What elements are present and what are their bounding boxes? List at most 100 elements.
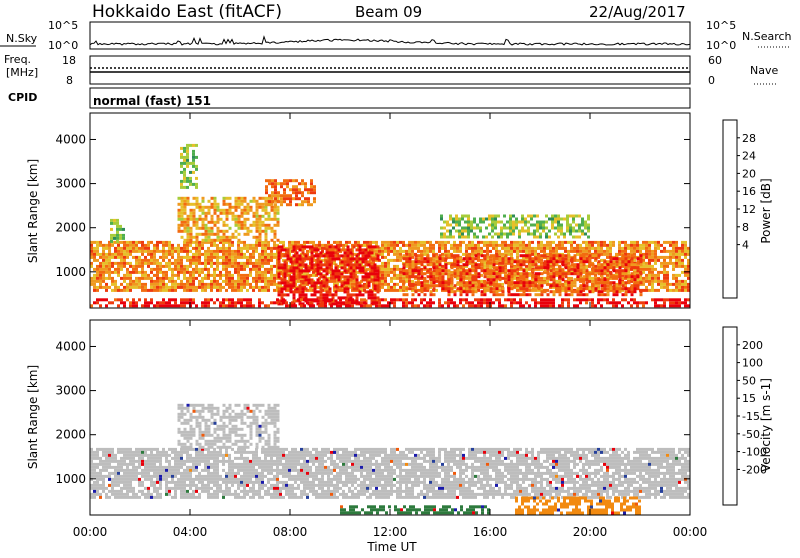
heatmap-cell [528,247,531,250]
heatmap-cell [387,259,390,262]
heatmap-cell [150,250,153,253]
heatmap-cell [595,257,598,260]
heatmap-cell [591,298,594,301]
heatmap-cell [651,274,654,277]
heatmap-cell [321,247,324,250]
heatmap-cell [402,277,405,280]
heatmap-cell [684,250,687,253]
heatmap-cell [509,227,512,230]
heatmap-cell [519,241,522,244]
heatmap-cell [205,218,208,221]
heatmap-cell [439,272,442,275]
heatmap-cell [378,304,381,307]
heatmap-cell [459,244,462,247]
heatmap-cell [487,281,490,284]
heatmap-cell [534,298,537,301]
heatmap-cell [463,275,466,278]
heatmap-cell [222,280,225,283]
heatmap-cell [207,271,210,274]
heatmap-cell [217,218,220,221]
heatmap-cell [153,274,156,277]
heatmap-cell [216,256,219,259]
heatmap-cell [234,262,237,265]
heatmap-cell [211,206,214,209]
heatmap-cell [222,268,225,271]
heatmap-cell [168,262,171,265]
heatmap-cell [580,287,583,290]
heatmap-cell [625,275,628,278]
heatmap-cell [494,233,497,236]
heatmap-cell [489,241,492,244]
heatmap-cell [585,298,588,301]
heatmap-cell [553,275,556,278]
heatmap-cell [616,293,619,296]
heatmap-cell [356,281,359,284]
heatmap-cell [552,250,555,253]
heatmap-cell [93,268,96,271]
heatmap-cell [622,293,625,296]
heatmap-cell [555,250,558,253]
heatmap-cell [273,289,276,292]
heatmap-cell [666,250,669,253]
heatmap-cell [601,263,604,266]
heatmap-cell [96,478,99,481]
heatmap-cell [518,233,521,236]
heatmap-cell [463,257,466,260]
heatmap-cell [217,230,220,233]
heatmap-cell [411,280,414,283]
heatmap-cell [306,250,309,253]
heatmap-cell [290,266,293,269]
heatmap-cell [406,257,409,260]
heatmap-cell [442,269,445,272]
heatmap-cell [289,197,292,200]
heatmap-cell [198,283,201,286]
heatmap-cell [225,274,228,277]
heatmap-cell [678,283,681,286]
heatmap-cell [96,244,99,247]
heatmap-cell [271,200,274,203]
heatmap-cell [201,271,204,274]
heatmap-cell [222,262,225,265]
heatmap-cell [559,293,562,296]
heatmap-cell [219,277,222,280]
heatmap-cell [421,257,424,260]
heatmap-cell [126,298,129,301]
heatmap-cell [426,304,429,307]
heatmap-cell [202,197,205,200]
heatmap-cell [609,253,612,256]
heatmap-cell [460,278,463,281]
heatmap-cell [277,209,280,212]
heatmap-cell [335,272,338,275]
heatmap-cell [317,257,320,260]
heatmap-cell [210,250,213,253]
heatmap-cell [532,260,535,263]
heatmap-cell [622,269,625,272]
heatmap-cell [138,298,141,301]
heatmap-cell [338,269,341,272]
heatmap-cell [314,293,317,296]
heatmap-cell [174,265,177,268]
heatmap-cell [595,281,598,284]
heatmap-cell [512,224,515,227]
heatmap-cell [258,256,261,259]
heatmap-cell [387,289,390,292]
heatmap-cell [433,284,436,287]
heatmap-cell [144,247,147,250]
heatmap-cell [241,203,244,206]
heatmap-cell [508,293,511,296]
heatmap-cell [631,254,634,257]
heatmap-cell [660,304,663,307]
heatmap-cell [210,283,213,286]
heatmap-cell [585,250,588,253]
heatmap-cell [120,301,123,304]
heatmap-cell [359,245,362,248]
heatmap-cell [496,293,499,296]
heatmap-cell [211,239,214,242]
heatmap-cell [421,287,424,290]
heatmap-cell [583,287,586,290]
heatmap-cell [634,284,637,287]
heatmap-cell [504,241,507,244]
heatmap-cell [180,171,183,174]
heatmap-cell [604,266,607,269]
heatmap-cell [222,274,225,277]
